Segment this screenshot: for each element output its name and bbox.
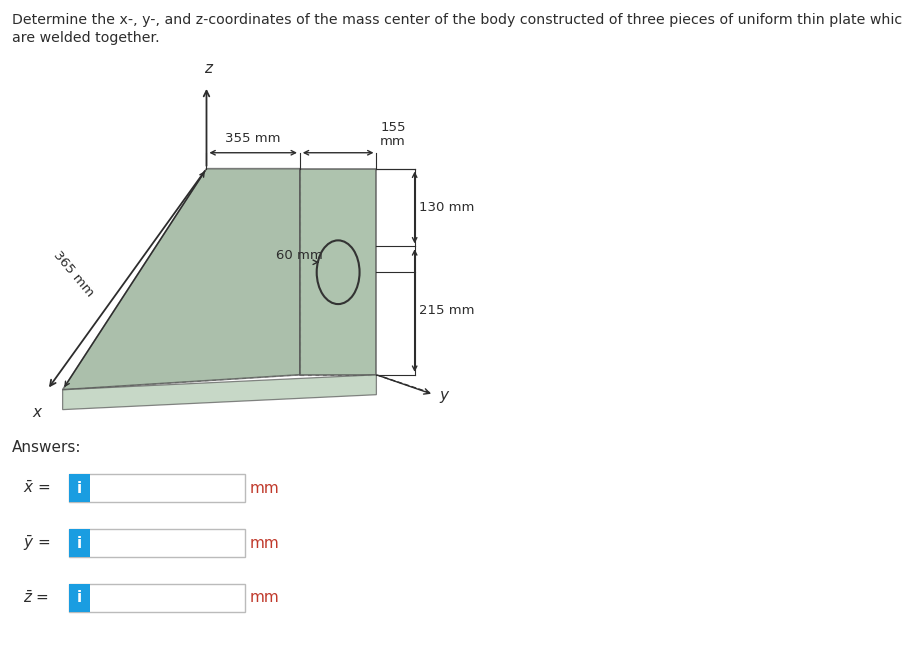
Text: mm: mm bbox=[250, 535, 280, 550]
Text: $\bar{x}$ =: $\bar{x}$ = bbox=[23, 480, 51, 496]
Text: 60 mm: 60 mm bbox=[276, 249, 323, 262]
Polygon shape bbox=[62, 169, 300, 389]
Text: 365 mm: 365 mm bbox=[51, 249, 97, 300]
Text: i: i bbox=[77, 481, 82, 496]
Text: i: i bbox=[77, 535, 82, 550]
Text: 215 mm: 215 mm bbox=[419, 304, 474, 317]
Text: $\bar{y}$ =: $\bar{y}$ = bbox=[23, 533, 51, 553]
FancyBboxPatch shape bbox=[69, 529, 245, 557]
Text: z: z bbox=[204, 61, 212, 76]
Text: y: y bbox=[439, 388, 448, 403]
Text: i: i bbox=[77, 591, 82, 606]
FancyBboxPatch shape bbox=[69, 474, 245, 502]
Text: mm: mm bbox=[250, 481, 280, 496]
Text: are welded together.: are welded together. bbox=[12, 31, 160, 45]
Text: mm: mm bbox=[250, 591, 280, 606]
Text: 355 mm: 355 mm bbox=[225, 132, 281, 145]
FancyBboxPatch shape bbox=[69, 584, 245, 612]
FancyBboxPatch shape bbox=[69, 584, 90, 612]
Text: Answers:: Answers: bbox=[12, 439, 81, 454]
Polygon shape bbox=[300, 169, 376, 374]
Text: Determine the x-, y-, and z-coordinates of the mass center of the body construct: Determine the x-, y-, and z-coordinates … bbox=[12, 14, 903, 27]
Text: 130 mm: 130 mm bbox=[419, 201, 474, 214]
Text: $\bar{z}$ =: $\bar{z}$ = bbox=[23, 590, 49, 606]
Polygon shape bbox=[62, 374, 376, 410]
Text: x: x bbox=[33, 405, 42, 420]
FancyBboxPatch shape bbox=[69, 529, 90, 557]
Text: 155
mm: 155 mm bbox=[380, 121, 405, 148]
FancyBboxPatch shape bbox=[69, 474, 90, 502]
